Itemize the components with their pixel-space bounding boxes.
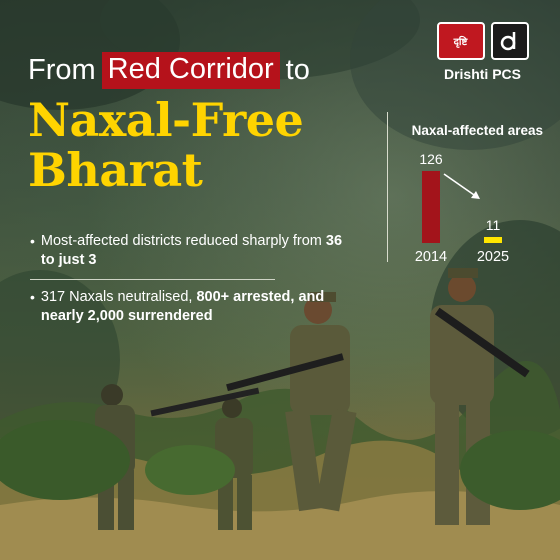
bar-2014 xyxy=(422,171,440,243)
headline-highlight: Red Corridor xyxy=(101,52,280,89)
bullet-divider xyxy=(30,279,275,280)
headline-big-line-1: Naxal-Free xyxy=(28,93,304,147)
bullet-item: • 317 Naxals neutralised, 800+ arrested,… xyxy=(30,288,350,326)
logo-marks: दृष्टि xyxy=(425,22,540,60)
headline-pre: From xyxy=(28,54,96,86)
bar-value-label: 126 xyxy=(419,151,443,167)
arrow-head xyxy=(471,191,480,199)
bullet-dot-icon: • xyxy=(30,289,35,305)
headline-big-line-2: Bharat xyxy=(28,143,203,197)
bar-value-label: 11 xyxy=(485,216,501,233)
bullet-text: Most-affected districts reduced sharply … xyxy=(40,233,343,268)
headline-line-1: From Red Corridor to xyxy=(28,52,378,89)
bar-2025 xyxy=(484,236,502,243)
d-letter-icon xyxy=(490,22,529,60)
brand-logo[interactable]: दृष्टि Drishti PCS xyxy=(425,22,540,82)
bullet-text: 317 Naxals neutralised, 800+ arrested, a… xyxy=(40,289,325,324)
bar-category-label: 2014 xyxy=(414,249,448,265)
bullet-list: • Most-affected districts reduced sharpl… xyxy=(30,232,350,326)
headline: From Red Corridor to Naxal-Free Bharat xyxy=(28,52,378,195)
drishti-badge-icon: दृष्टि xyxy=(436,22,485,60)
headline-post: to xyxy=(285,54,310,86)
chart-divider xyxy=(387,112,388,262)
arrow-line xyxy=(443,173,478,198)
bullet-item: • Most-affected districts reduced sharpl… xyxy=(30,232,350,270)
brand-name: Drishti PCS xyxy=(443,66,521,82)
bullet-dot-icon: • xyxy=(30,233,35,249)
bar-category-label: 2025 xyxy=(476,249,510,265)
chart-title: Naxal-affected areas xyxy=(411,123,543,138)
